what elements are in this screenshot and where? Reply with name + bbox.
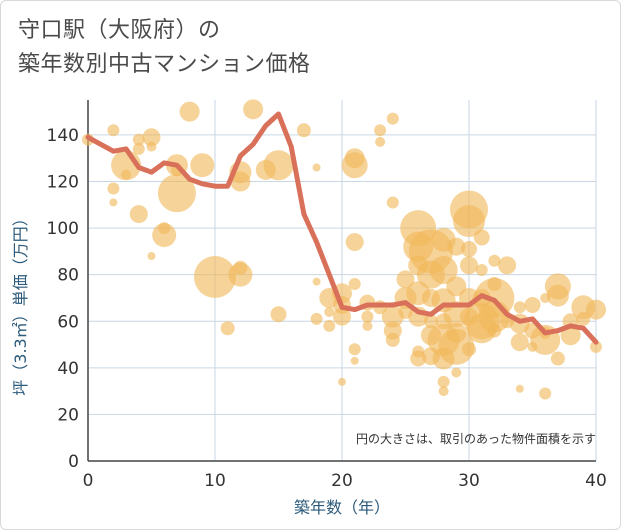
x-tick-label: 0 bbox=[83, 471, 94, 491]
y-tick-label: 60 bbox=[57, 312, 79, 332]
bubble-point bbox=[453, 205, 485, 238]
bubble-point bbox=[194, 256, 236, 299]
chart-title: 守口駅（大阪府）の 築年数別中古マンション価格 bbox=[18, 14, 311, 82]
bubble-point bbox=[375, 136, 386, 147]
chart-title-line2: 築年数別中古マンション価格 bbox=[18, 52, 311, 77]
bubble-point bbox=[487, 323, 502, 338]
bubble-point bbox=[338, 377, 346, 386]
bubble-point bbox=[524, 296, 541, 313]
axis-ticks: 0 20 40 60 80 100 120 140 0 10 20 30 40 bbox=[47, 126, 607, 491]
y-tick-label: 140 bbox=[47, 126, 79, 146]
bubble-point bbox=[462, 342, 476, 357]
bubble-point bbox=[498, 256, 517, 275]
bubble-point bbox=[152, 223, 177, 248]
bubble-point bbox=[233, 260, 248, 275]
bubble-point bbox=[374, 124, 387, 137]
bubble-point bbox=[550, 351, 565, 366]
bubble-point bbox=[345, 233, 364, 252]
bubble-point bbox=[220, 321, 235, 336]
bubble-point bbox=[429, 256, 458, 285]
bubble-point bbox=[348, 277, 361, 290]
bubble-point bbox=[447, 237, 466, 256]
bubble-point bbox=[129, 205, 148, 224]
bubble-point bbox=[107, 124, 120, 137]
bubble-point bbox=[362, 320, 373, 331]
bubble-point bbox=[437, 375, 450, 388]
x-axis-title: 築年数（年） bbox=[294, 498, 390, 517]
bubble-point bbox=[142, 128, 161, 147]
bubble-point bbox=[361, 310, 374, 323]
bubble-point bbox=[513, 301, 526, 314]
bubble-point bbox=[461, 241, 477, 258]
bubble-point bbox=[263, 150, 294, 181]
bubble-point bbox=[243, 99, 264, 120]
bubble-point bbox=[590, 340, 602, 353]
bubble-point bbox=[270, 306, 287, 323]
bubble-point bbox=[350, 356, 359, 365]
bubble-point bbox=[147, 252, 156, 261]
bubble-point bbox=[576, 311, 591, 326]
bubble-point bbox=[546, 284, 569, 307]
average-price-line bbox=[85, 111, 599, 345]
bubble-point bbox=[396, 270, 415, 289]
y-axis-title: 坪（3.3㎡）単価（万円） bbox=[11, 210, 30, 395]
y-tick-label: 80 bbox=[57, 266, 79, 286]
bubble-point bbox=[539, 387, 552, 400]
grid-lines bbox=[87, 100, 597, 462]
bubble-point bbox=[121, 169, 132, 180]
bubble-point bbox=[386, 196, 399, 209]
bubble-point bbox=[510, 333, 529, 352]
bubble-point bbox=[475, 264, 488, 277]
bubble-point bbox=[132, 142, 145, 155]
bubble-point bbox=[312, 163, 321, 172]
bubble-point bbox=[296, 123, 311, 138]
x-tick-label: 40 bbox=[585, 471, 607, 491]
bubble-point bbox=[190, 153, 215, 178]
bubble-point bbox=[423, 314, 438, 329]
bubble-point bbox=[348, 343, 361, 356]
bubble-point bbox=[386, 112, 399, 125]
chart-title-line1: 守口駅（大阪府）の bbox=[18, 18, 221, 43]
bubble-point bbox=[473, 229, 490, 246]
bubble-point bbox=[446, 276, 467, 297]
bubble-point bbox=[381, 305, 404, 328]
y-tick-label: 120 bbox=[47, 173, 79, 193]
bubble-point bbox=[460, 256, 478, 275]
bubble-size-note: 円の大きさは、取引のあった物件面積を示す bbox=[356, 431, 596, 446]
bubble-point bbox=[312, 277, 321, 286]
bubble-point bbox=[157, 174, 196, 213]
bubble-point bbox=[333, 307, 351, 326]
bubble-point bbox=[310, 312, 323, 325]
bubble-point bbox=[515, 384, 524, 393]
bubble-point bbox=[324, 306, 335, 317]
bubble-point bbox=[438, 328, 475, 365]
bubble-point bbox=[586, 299, 606, 320]
bubble-point bbox=[341, 152, 368, 179]
y-tick-label: 20 bbox=[57, 405, 79, 425]
bubble-point bbox=[438, 386, 449, 397]
y-tick-label: 0 bbox=[68, 452, 79, 472]
y-tick-label: 40 bbox=[57, 359, 79, 379]
bubble-point bbox=[488, 254, 501, 267]
bubble-point bbox=[385, 332, 400, 347]
x-tick-label: 10 bbox=[204, 471, 226, 491]
bubble-point bbox=[107, 182, 120, 195]
bubble-point bbox=[132, 133, 145, 146]
bubble-point bbox=[179, 101, 200, 122]
x-tick-label: 30 bbox=[458, 471, 480, 491]
x-tick-label: 20 bbox=[331, 471, 353, 491]
bubble-point bbox=[146, 141, 157, 152]
bubble-series bbox=[82, 99, 606, 400]
bubble-point bbox=[109, 198, 118, 207]
y-tick-label: 100 bbox=[47, 219, 79, 239]
bubble-point bbox=[323, 319, 336, 332]
bubble-point bbox=[451, 367, 462, 378]
